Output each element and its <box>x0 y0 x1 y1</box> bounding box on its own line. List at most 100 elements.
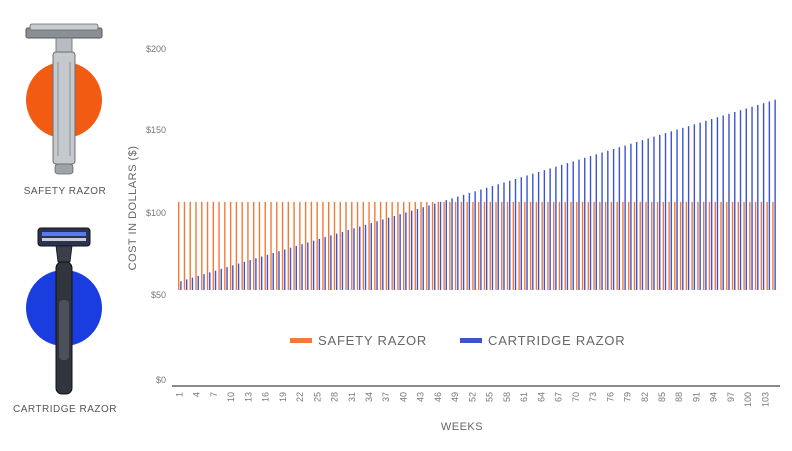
cartridge-bar-week-97 <box>734 111 736 291</box>
cartridge-bar-week-101 <box>757 104 759 290</box>
cartridge-bar-week-51 <box>468 193 471 290</box>
safety-bar-week-19 <box>281 201 284 291</box>
x-tick-label-week-79: 79 <box>622 392 632 402</box>
safety-bar-week-21 <box>293 201 295 291</box>
cartridge-bar-week-4 <box>197 275 199 290</box>
cartridge-bar-week-9 <box>226 267 228 290</box>
legend-swatch-cartridge <box>460 338 482 343</box>
cartridge-bar-week-27 <box>330 235 332 290</box>
safety-bar-week-28 <box>333 201 336 291</box>
safety-bar-week-16 <box>264 201 266 291</box>
cartridge-bar-week-21 <box>295 245 297 290</box>
cartridge-bar-week-62 <box>532 173 534 290</box>
x-tick-label-week-37: 37 <box>381 392 391 402</box>
safety-bar-week-78 <box>622 201 624 291</box>
safety-bar-week-9 <box>224 201 226 291</box>
cartridge-bar-week-55 <box>491 186 494 290</box>
safety-bar-week-96 <box>726 201 728 291</box>
safety-bar-week-47 <box>443 201 445 291</box>
x-tick-label-week-43: 43 <box>416 392 426 402</box>
safety-bar-week-60 <box>518 201 520 291</box>
x-tick-label-week-10: 10 <box>226 392 236 402</box>
x-axis-ticks: 1 4 7 10 13 16 19 22 25 28 31 34 37 40 43 46 49 52 55 58 61 6… <box>174 392 770 407</box>
cartridge-bar-week-104 <box>774 99 776 291</box>
cartridge-bar-week-48 <box>451 198 453 290</box>
x-tick-label-week-25: 25 <box>312 392 322 402</box>
safety-bar-week-57 <box>501 201 503 291</box>
safety-bar-week-101 <box>754 201 757 291</box>
cartridge-bar-week-50 <box>462 194 465 290</box>
cartridge-bar-week-15 <box>260 256 263 290</box>
safety-bar-week-3 <box>189 201 191 291</box>
razor-illustration-svg <box>25 23 103 395</box>
cartridge-bar-week-60 <box>520 177 522 290</box>
x-tick-label-week-85: 85 <box>657 392 667 402</box>
safety-bar-week-55 <box>489 201 491 291</box>
cartridge-bar-week-76 <box>612 149 615 290</box>
cartridge-bar-week-30 <box>347 230 349 290</box>
cartridge-bar-week-102 <box>762 103 765 291</box>
safety-bar-week-51 <box>466 201 468 291</box>
cartridge-bar-week-92 <box>705 120 707 290</box>
safety-bar-week-87 <box>674 201 676 291</box>
safety-bar-week-6 <box>206 201 209 291</box>
safety-bar-week-70 <box>576 201 578 291</box>
safety-bar-week-44 <box>426 201 428 291</box>
cartridge-bar-week-10 <box>232 265 234 290</box>
cartridge-bar-week-25 <box>318 238 321 290</box>
safety-razor-illustration <box>25 23 103 175</box>
safety-bar-week-102 <box>760 201 763 291</box>
safety-bar-week-7 <box>212 201 215 291</box>
cartridge-razor-bars <box>180 99 776 291</box>
safety-bar-week-72 <box>587 201 590 291</box>
safety-bar-week-8 <box>218 201 220 291</box>
legend-swatch-safety <box>290 338 312 343</box>
razor-illustrations: SAFETY RAZOR CARTRIDGE RAZOR <box>0 0 130 446</box>
x-tick-label-week-7: 7 <box>209 392 219 397</box>
x-tick-label-week-1: 1 <box>174 392 184 397</box>
cartridge-bar-week-61 <box>526 175 528 290</box>
cartridge-bar-week-13 <box>249 260 251 290</box>
safety-bar-week-104 <box>772 201 774 291</box>
cartridge-bar-week-12 <box>243 261 246 290</box>
cartridge-bar-week-85 <box>664 133 667 290</box>
x-tick-label-week-46: 46 <box>433 392 443 402</box>
cartridge-bar-week-66 <box>555 166 557 291</box>
safety-bar-week-26 <box>322 201 324 291</box>
y-tick-label: $150 <box>146 125 166 135</box>
cartridge-bar-week-94 <box>716 117 719 291</box>
cartridge-bar-week-96 <box>728 113 730 290</box>
cartridge-bar-week-35 <box>376 221 378 290</box>
safety-bar-week-61 <box>524 201 526 291</box>
safety-bar-week-32 <box>356 201 359 291</box>
x-tick-label-week-34: 34 <box>364 392 374 402</box>
safety-bar-week-18 <box>276 201 278 291</box>
x-tick-label-week-31: 31 <box>347 392 357 402</box>
chart-legend: SAFETY RAZOR CARTRIDGE RAZOR <box>290 333 625 348</box>
cartridge-bar-week-69 <box>572 161 574 290</box>
x-tick-label-week-19: 19 <box>278 392 288 402</box>
x-tick-label-week-100: 100 <box>743 392 753 407</box>
cartridge-razor-neck <box>55 245 73 263</box>
cartridge-bar-week-79 <box>630 143 632 290</box>
cartridge-bar-week-22 <box>301 244 303 290</box>
safety-bar-week-42 <box>414 201 416 291</box>
safety-bar-week-23 <box>304 201 307 291</box>
cartridge-bar-week-74 <box>601 152 603 290</box>
x-tick-label-week-97: 97 <box>726 392 736 402</box>
cartridge-bar-week-91 <box>699 122 701 290</box>
cartridge-bar-week-16 <box>266 254 269 290</box>
safety-bar-week-34 <box>368 201 370 291</box>
cartridge-bar-week-65 <box>549 168 551 290</box>
safety-bar-week-48 <box>449 201 451 291</box>
safety-bar-week-46 <box>437 201 440 291</box>
cartridge-bar-week-52 <box>474 191 476 290</box>
cartridge-bar-week-3 <box>191 277 194 290</box>
cartridge-bar-week-103 <box>768 101 771 290</box>
safety-bar-week-15 <box>258 201 261 291</box>
cartridge-bar-week-44 <box>428 205 430 290</box>
safety-bar-week-49 <box>454 201 457 291</box>
safety-bar-week-17 <box>270 201 272 291</box>
cartridge-bar-week-93 <box>710 119 713 290</box>
cartridge-bar-week-47 <box>445 200 447 290</box>
